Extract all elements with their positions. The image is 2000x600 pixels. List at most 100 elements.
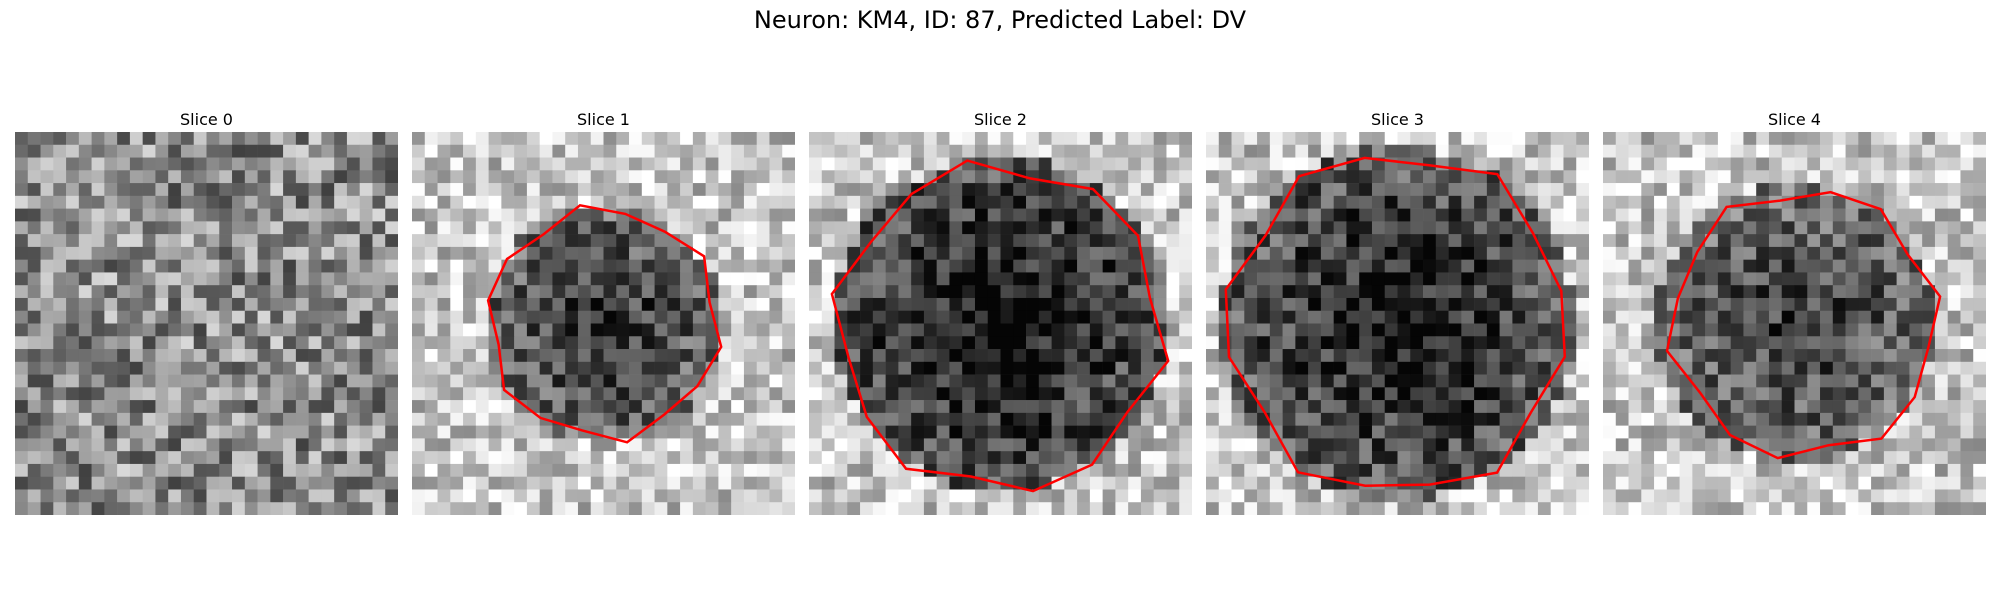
pixel bbox=[1628, 438, 1642, 452]
pixel bbox=[809, 412, 823, 426]
pixel bbox=[936, 208, 950, 222]
pixel bbox=[769, 400, 783, 414]
pixel bbox=[1717, 234, 1731, 248]
pixel bbox=[283, 221, 297, 235]
pixel bbox=[1615, 361, 1629, 375]
pixel bbox=[1654, 387, 1668, 401]
pixel bbox=[1641, 349, 1655, 363]
pixel bbox=[1231, 208, 1245, 222]
pixel bbox=[987, 425, 1001, 439]
pixel bbox=[129, 323, 143, 337]
pixel bbox=[117, 323, 131, 337]
pixel bbox=[359, 438, 373, 452]
pixel bbox=[911, 438, 925, 452]
pixel bbox=[1384, 400, 1398, 414]
pixel bbox=[40, 463, 54, 477]
pixel bbox=[193, 272, 207, 286]
pixel bbox=[1603, 463, 1617, 477]
pixel bbox=[308, 132, 322, 146]
pixel bbox=[809, 425, 823, 439]
pixel bbox=[526, 157, 540, 171]
pixel bbox=[53, 221, 67, 235]
pixel bbox=[1384, 438, 1398, 452]
pixel bbox=[1051, 195, 1065, 209]
pixel bbox=[1525, 361, 1539, 375]
pixel bbox=[1858, 297, 1872, 312]
pixel bbox=[104, 234, 118, 248]
pixel bbox=[1295, 438, 1309, 452]
pixel bbox=[91, 387, 105, 401]
pixel bbox=[66, 361, 80, 375]
pixel bbox=[1768, 361, 1783, 375]
pixel bbox=[1089, 195, 1103, 209]
pixel bbox=[346, 502, 360, 515]
pixel bbox=[1448, 285, 1462, 299]
pixel bbox=[244, 323, 258, 337]
pixel bbox=[27, 183, 41, 197]
pixel bbox=[412, 132, 426, 146]
pixel bbox=[40, 297, 54, 312]
pixel bbox=[898, 412, 912, 426]
pixel bbox=[463, 259, 477, 273]
pixel bbox=[1858, 463, 1872, 477]
pixel bbox=[488, 489, 502, 503]
pixel bbox=[1128, 183, 1142, 197]
pixel bbox=[1768, 476, 1783, 490]
pixel bbox=[450, 208, 464, 222]
pixel bbox=[1576, 476, 1589, 490]
pixel bbox=[1743, 297, 1757, 312]
pixel bbox=[257, 272, 271, 286]
pixel bbox=[1960, 297, 1974, 312]
pixel bbox=[552, 323, 566, 337]
pixel bbox=[539, 157, 553, 171]
pixel bbox=[424, 374, 438, 388]
pixel bbox=[155, 463, 169, 477]
slice-title-2: Slice 2 bbox=[974, 110, 1027, 129]
slice-panel-1: Slice 1 bbox=[412, 108, 795, 515]
pixel bbox=[450, 349, 464, 363]
pixel bbox=[1448, 272, 1462, 286]
pixel bbox=[385, 349, 398, 363]
pixel bbox=[193, 132, 207, 146]
pixel bbox=[1206, 246, 1220, 260]
pixel bbox=[180, 489, 195, 503]
pixel bbox=[463, 144, 477, 158]
pixel bbox=[142, 157, 156, 171]
pixel bbox=[1269, 310, 1283, 324]
pixel bbox=[1295, 234, 1309, 248]
pixel bbox=[1206, 476, 1220, 490]
pixel bbox=[885, 195, 899, 209]
pixel bbox=[1756, 246, 1770, 260]
pixel bbox=[1807, 208, 1821, 222]
pixel bbox=[1244, 412, 1258, 426]
pixel bbox=[603, 463, 617, 477]
pixel bbox=[1064, 361, 1078, 375]
pixel bbox=[1423, 234, 1437, 248]
pixel bbox=[1832, 285, 1846, 299]
pixel bbox=[321, 157, 335, 171]
pixel bbox=[1038, 451, 1052, 465]
pixel bbox=[1654, 208, 1668, 222]
pixel bbox=[40, 310, 54, 324]
pixel bbox=[654, 310, 668, 324]
pixel bbox=[821, 323, 835, 337]
pixel bbox=[1089, 476, 1103, 490]
pixel bbox=[1244, 489, 1258, 503]
pixel bbox=[680, 336, 694, 350]
pixel bbox=[270, 425, 284, 439]
pixel bbox=[270, 489, 284, 503]
pixel bbox=[860, 221, 874, 235]
pixel bbox=[756, 246, 770, 260]
pixel bbox=[641, 144, 655, 158]
pixel bbox=[104, 336, 118, 350]
pixel bbox=[244, 157, 258, 171]
pixel bbox=[372, 374, 386, 388]
pixel bbox=[1537, 451, 1551, 465]
pixel bbox=[565, 259, 579, 273]
pixel bbox=[488, 195, 502, 209]
pixel bbox=[1512, 272, 1526, 286]
pixel bbox=[27, 195, 41, 209]
pixel bbox=[1550, 132, 1564, 146]
pixel bbox=[1115, 259, 1129, 273]
pixel bbox=[1537, 132, 1551, 146]
